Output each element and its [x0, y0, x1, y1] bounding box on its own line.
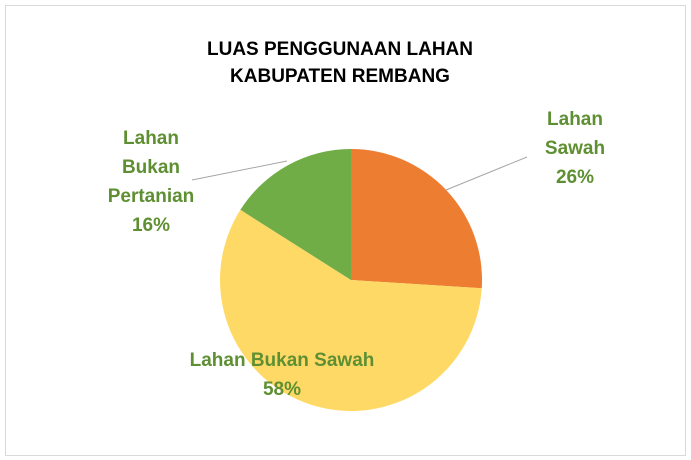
data-label: Lahan Bukan Pertanian 16%	[95, 124, 207, 240]
value-label: 16%	[131, 215, 171, 236]
pie-slice	[220, 209, 482, 411]
pie-slice	[351, 149, 482, 289]
category-label: Lahan Bukan Sawah	[189, 350, 375, 371]
category-label: Lahan Sawah	[544, 109, 606, 159]
chart-frame	[5, 5, 686, 456]
data-label: Lahan Bukan Sawah 58%	[152, 346, 412, 404]
leader-line	[445, 156, 528, 191]
leader-line	[191, 160, 288, 181]
value-label: 58%	[262, 379, 302, 400]
chart-title: LUAS PENGGUNAAN LAHAN KABUPATEN REMBANG	[207, 39, 473, 87]
value-label: 26%	[555, 167, 595, 188]
data-label: Lahan Sawah 26%	[530, 105, 620, 192]
category-label: Lahan Bukan Pertanian	[107, 128, 195, 207]
pie-slice	[240, 149, 351, 280]
